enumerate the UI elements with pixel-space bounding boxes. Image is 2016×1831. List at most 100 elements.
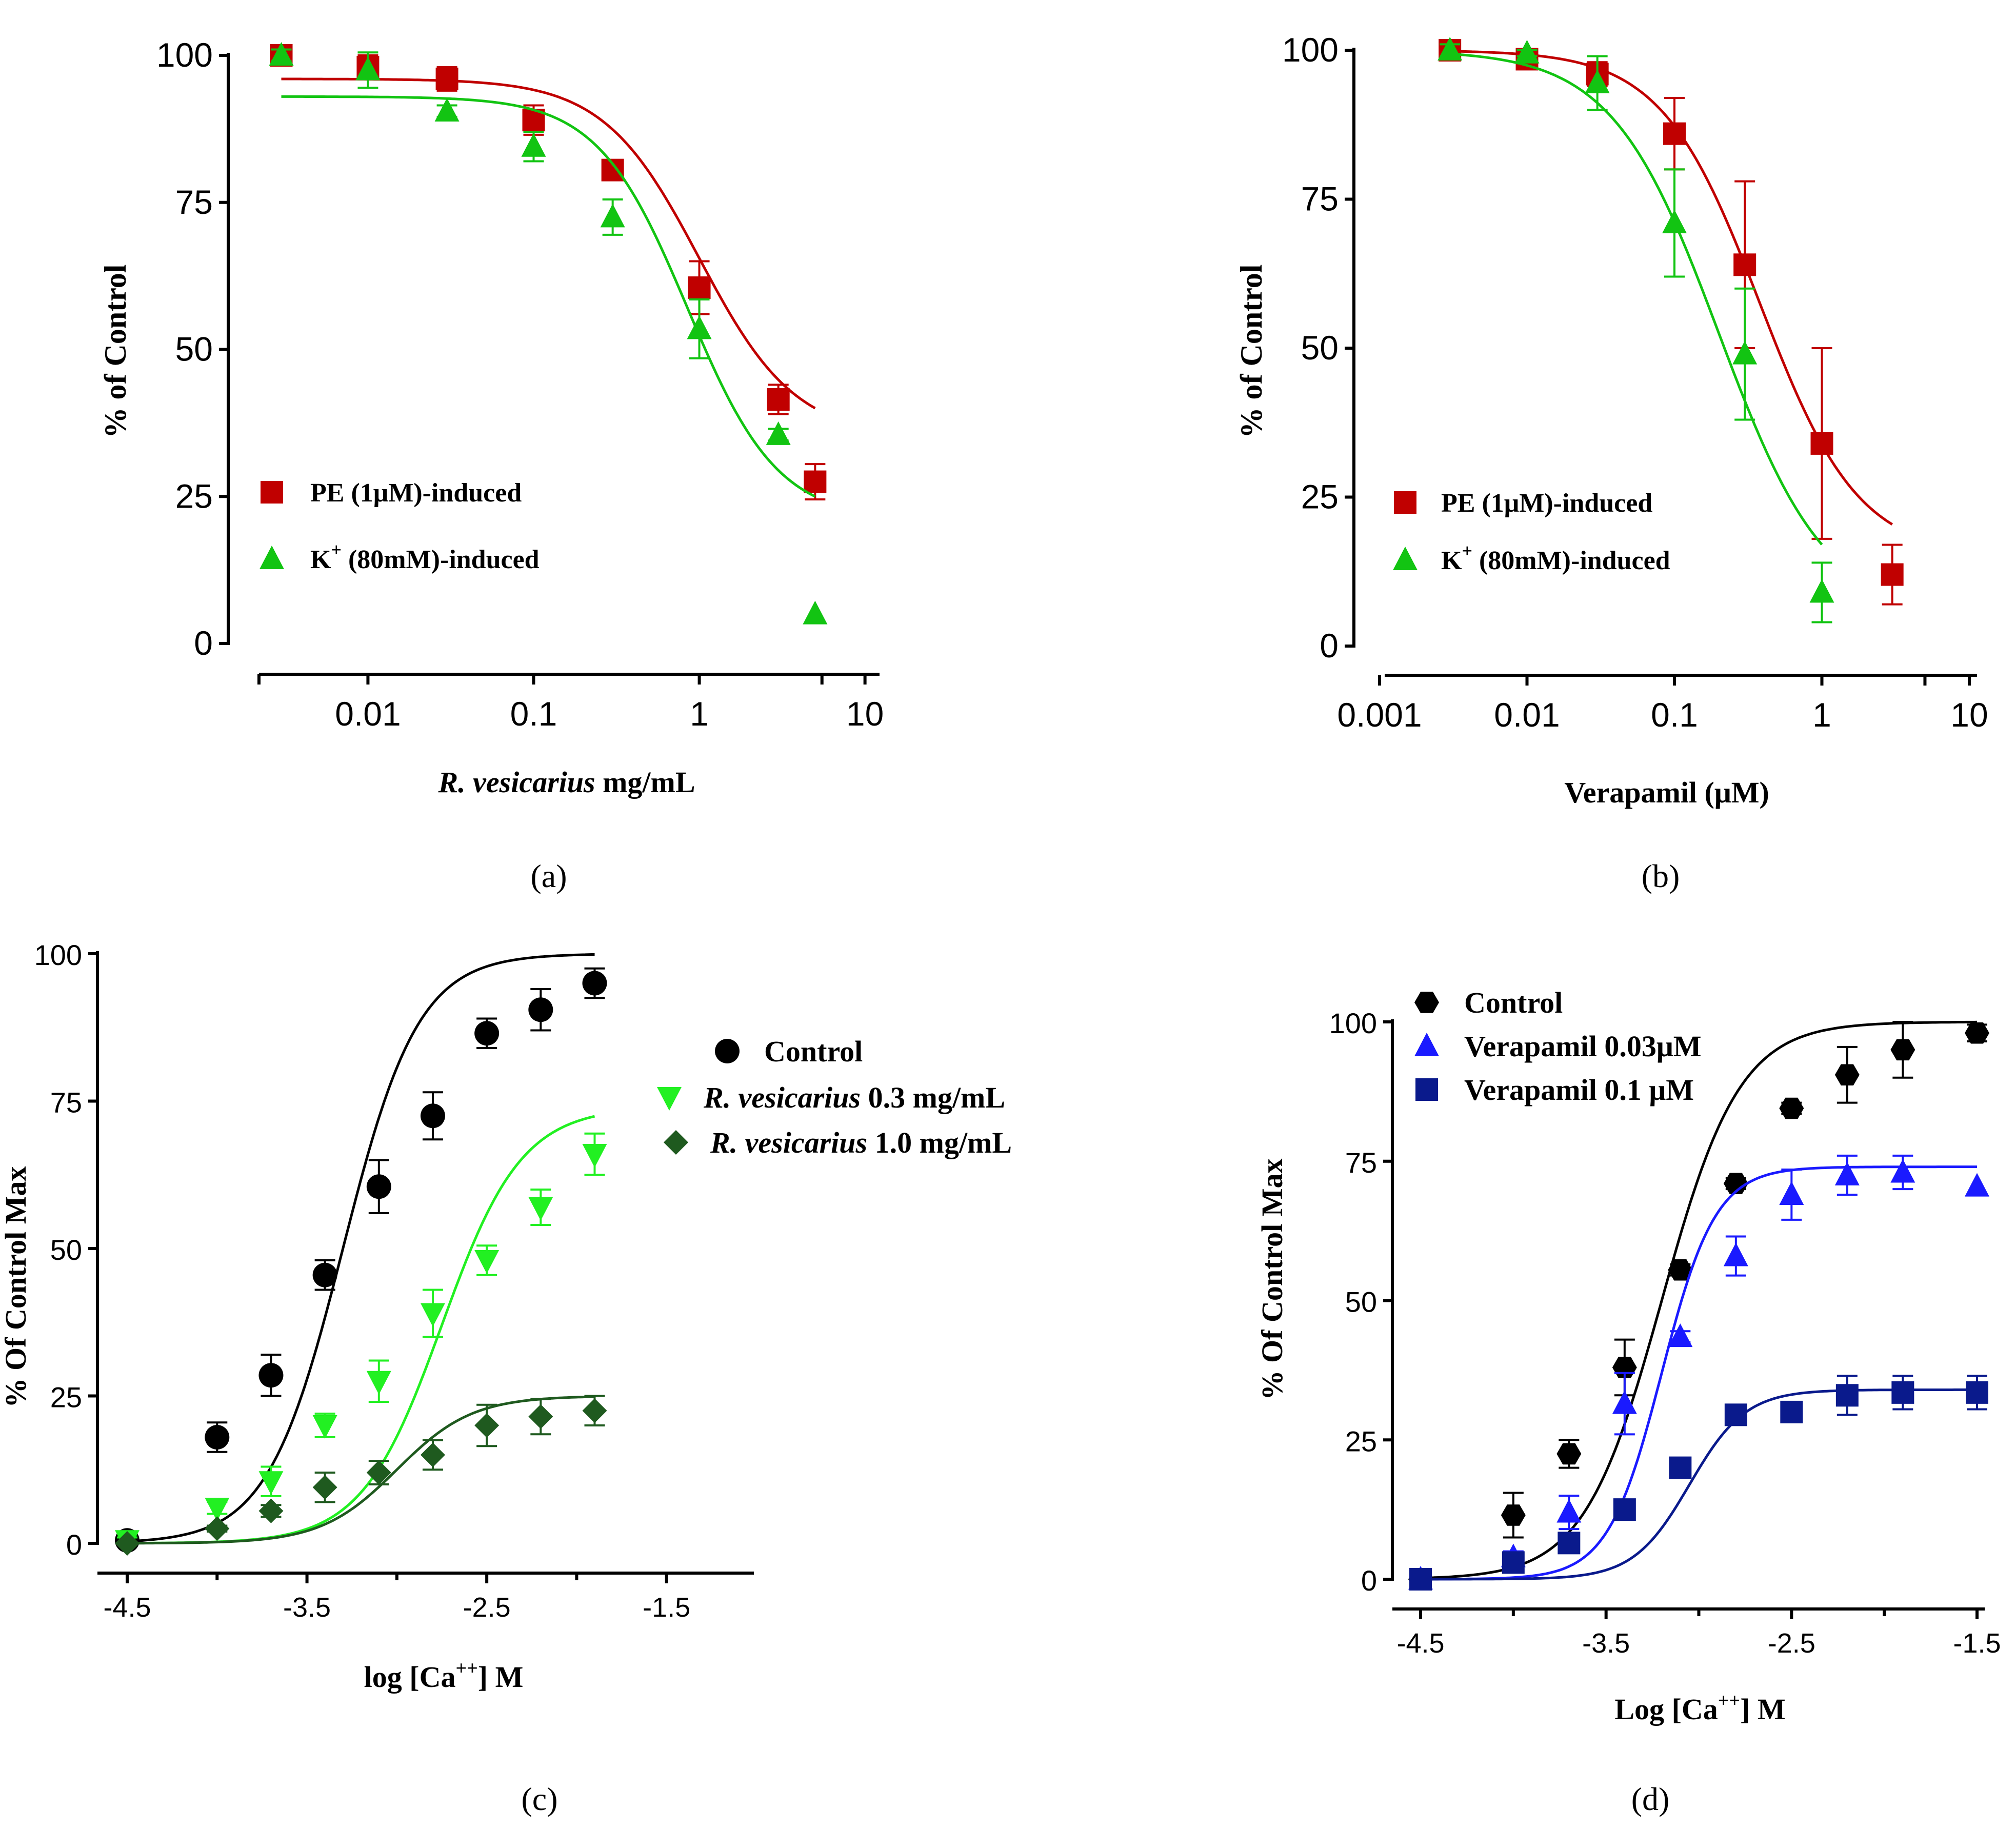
data-point xyxy=(205,1498,230,1521)
axes: 0 25 50 75 100 0.001 0.01 0.1 1 10 xyxy=(1282,31,1988,734)
y-axis-label: % Of Control Max xyxy=(0,1166,32,1408)
panel-caption: (c) xyxy=(521,1781,557,1817)
fit-curve xyxy=(1421,1165,1977,1581)
y-axis-label: % Of Control Max xyxy=(1255,1159,1289,1400)
x-tick-label: -4.5 xyxy=(103,1592,151,1623)
legend-label-control: Control xyxy=(1464,986,1563,1019)
data-point xyxy=(528,1404,553,1429)
data-point xyxy=(1556,1499,1582,1523)
data-point xyxy=(312,1415,337,1439)
data-point xyxy=(1556,1443,1582,1465)
y-tick-label: 75 xyxy=(1301,180,1339,218)
legend-label-k: K+ (80mM)-induced xyxy=(1441,540,1670,575)
series-0 xyxy=(270,44,827,500)
legend-label-pe: PE (1μM)-induced xyxy=(1441,489,1652,518)
y-axis-label: % of Control xyxy=(1234,265,1268,438)
legend-label-pe: PE (1μM)-induced xyxy=(310,478,522,508)
series-2 xyxy=(115,1395,607,1556)
fit-curve xyxy=(1449,52,1823,546)
data-point xyxy=(435,67,458,90)
data-point xyxy=(1965,1022,1989,1044)
legend-marker-control xyxy=(715,1039,740,1063)
fit-curve xyxy=(1421,1388,1977,1581)
data-point xyxy=(1409,1568,1432,1591)
legend: PE (1μM)-induced K+ (80mM)-induced xyxy=(260,478,540,574)
x-tick-label: -3.5 xyxy=(1582,1628,1630,1659)
y-tick-label: 25 xyxy=(175,477,213,515)
data-point xyxy=(1890,1039,1915,1061)
data-point xyxy=(1558,1532,1581,1555)
data-point xyxy=(582,1144,607,1168)
panel-caption: (d) xyxy=(1631,1781,1670,1817)
legend-marker-rv03 xyxy=(657,1087,682,1111)
data-point xyxy=(474,1413,500,1438)
data-point xyxy=(521,133,546,157)
legend-marker-pe xyxy=(261,481,283,504)
panel-caption: (a) xyxy=(530,858,567,894)
legend-symbol xyxy=(1414,992,1439,1013)
fit-curve xyxy=(127,1395,595,1545)
panel-d: % Of Control Max Log [Ca++] M (d) Contro… xyxy=(1255,986,2001,1817)
legend-marker-k xyxy=(1393,547,1418,570)
x-tick-label: 10 xyxy=(846,695,884,733)
data-point xyxy=(1502,1551,1525,1574)
data-point xyxy=(1612,1390,1637,1414)
y-tick-label: 75 xyxy=(50,1086,82,1119)
data-point xyxy=(1723,1242,1748,1266)
axes: 0 25 50 75 100 0.01 0.1 1 10 xyxy=(156,36,884,733)
data-point xyxy=(1779,1181,1804,1205)
data-point xyxy=(1438,37,1463,61)
x-axis-label: R. vesicarius mg/mL xyxy=(437,766,695,799)
legend-marker-v003 xyxy=(1414,1033,1439,1056)
legend-marker-pe xyxy=(1394,491,1416,514)
x-axis-label: log [Ca++] M xyxy=(364,1658,524,1694)
legend-label-v003: Verapamil 0.03μM xyxy=(1464,1030,1701,1063)
x-tick-label: 1 xyxy=(690,695,709,733)
data-point xyxy=(1834,1161,1860,1185)
panel-b: % of Control Verapamil (μM) (b) PE (1μM)… xyxy=(1234,31,1988,894)
series-1 xyxy=(1408,1154,1989,1589)
panel-caption: (b) xyxy=(1642,858,1680,894)
y-tick-label: 0 xyxy=(66,1528,82,1561)
data-point xyxy=(312,1475,337,1500)
y-tick-label: 25 xyxy=(50,1381,82,1414)
y-tick-label: 50 xyxy=(1345,1286,1377,1318)
x-tick-label: -1.5 xyxy=(1953,1628,2001,1659)
data-point xyxy=(803,600,828,625)
legend-symbol xyxy=(1415,1078,1438,1101)
legend-symbol xyxy=(261,481,283,504)
data-point xyxy=(1663,122,1686,145)
x-tick-label: -2.5 xyxy=(463,1592,511,1623)
y-tick-label: 100 xyxy=(1329,1007,1377,1039)
data-point xyxy=(1779,1097,1804,1119)
series-1 xyxy=(269,42,828,625)
data-point xyxy=(115,1531,139,1556)
data-point xyxy=(804,470,827,493)
x-axis-label: Log [Ca++] M xyxy=(1614,1690,1785,1726)
x-tick-label: -4.5 xyxy=(1396,1628,1444,1659)
legend-symbol xyxy=(1414,1033,1439,1056)
data-point xyxy=(205,1425,230,1450)
x-tick-label: 0.01 xyxy=(1494,696,1560,734)
data-point xyxy=(1662,209,1687,233)
y-tick-label: 0 xyxy=(1361,1564,1377,1597)
data-point xyxy=(528,997,553,1022)
data-point xyxy=(474,1250,500,1274)
data-point xyxy=(1669,1456,1692,1479)
data-point xyxy=(474,1021,500,1046)
data-point xyxy=(1501,1504,1526,1526)
legend: Control Verapamil 0.03μM Verapamil 0.1 μ… xyxy=(1414,986,1701,1106)
series-1 xyxy=(1438,37,1834,623)
legend-symbol xyxy=(260,546,284,569)
panel-c: % Of Control Max log [Ca++] M (c) Contro… xyxy=(0,939,1012,1817)
data-point xyxy=(1732,340,1758,365)
data-point xyxy=(1514,39,1540,64)
y-tick-label: 50 xyxy=(50,1234,82,1266)
legend-label-v01: Verapamil 0.1 μM xyxy=(1464,1073,1694,1106)
x-tick-label: 10 xyxy=(1950,696,1988,734)
data-point xyxy=(1585,69,1610,93)
data-point xyxy=(366,1371,391,1395)
legend-marker-k xyxy=(260,546,284,569)
legend-label-rv10: R. vesicarius 1.0 mg/mL xyxy=(710,1126,1012,1159)
